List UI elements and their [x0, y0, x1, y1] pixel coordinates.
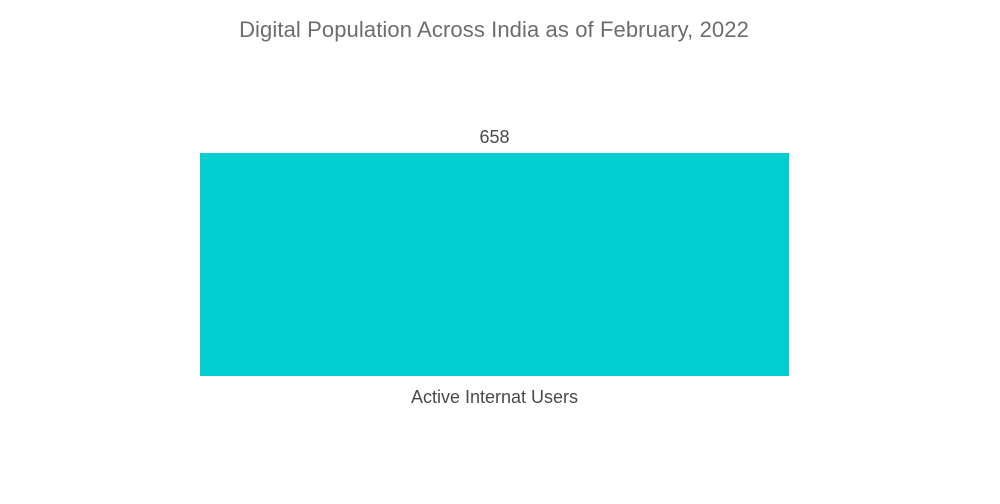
data-label-0: 658	[479, 127, 509, 147]
chart-title: Digital Population Across India as of Fe…	[239, 17, 749, 42]
bar-0	[200, 153, 789, 376]
x-tick-label-0: Active Internat Users	[411, 387, 578, 407]
